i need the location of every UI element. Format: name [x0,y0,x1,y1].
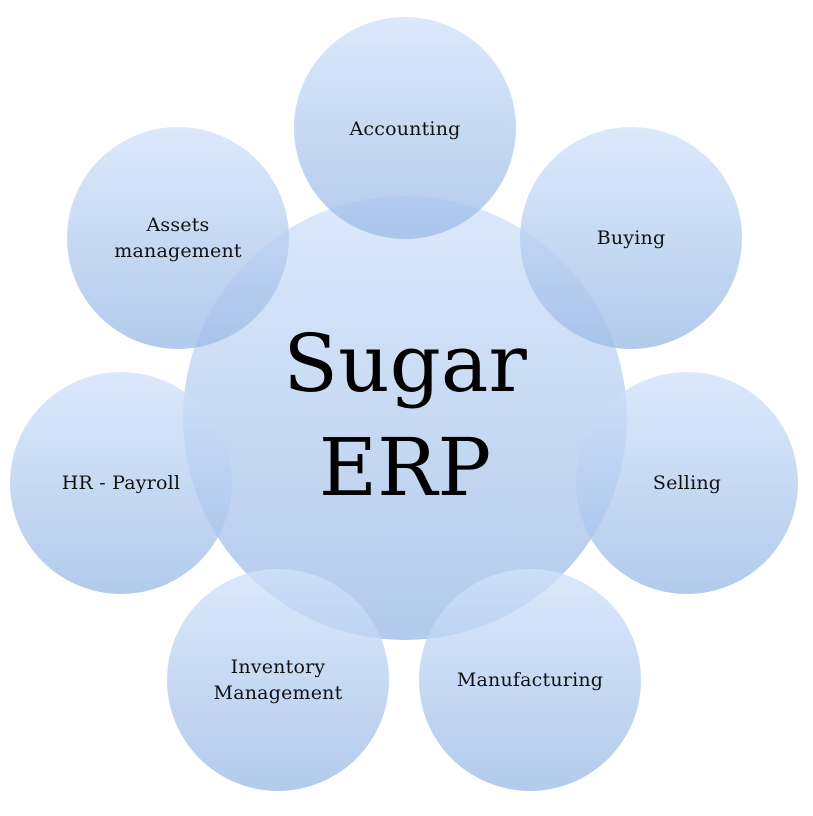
module-circle-hr-payroll [10,372,232,594]
module-label-inventory-management: Inventory Management [213,656,343,704]
module-circle-buying [520,127,742,349]
module-label-accounting: Accounting [349,118,461,140]
center-circle [183,196,627,640]
module-circle-manufacturing [419,569,641,791]
module-label-hr-payroll: HR - Payroll [61,472,181,494]
module-circle-accounting [294,17,516,239]
center-title: Sugar ERP [283,317,527,514]
module-circle-inventory-management [167,569,389,791]
module-circle-assets-management [67,127,289,349]
module-label-buying: Buying [596,227,666,249]
module-label-selling: Selling [652,472,722,494]
module-label-assets-management: Assets management [114,214,242,262]
module-circle-selling [576,372,798,594]
module-label-manufacturing: Manufacturing [456,669,604,691]
